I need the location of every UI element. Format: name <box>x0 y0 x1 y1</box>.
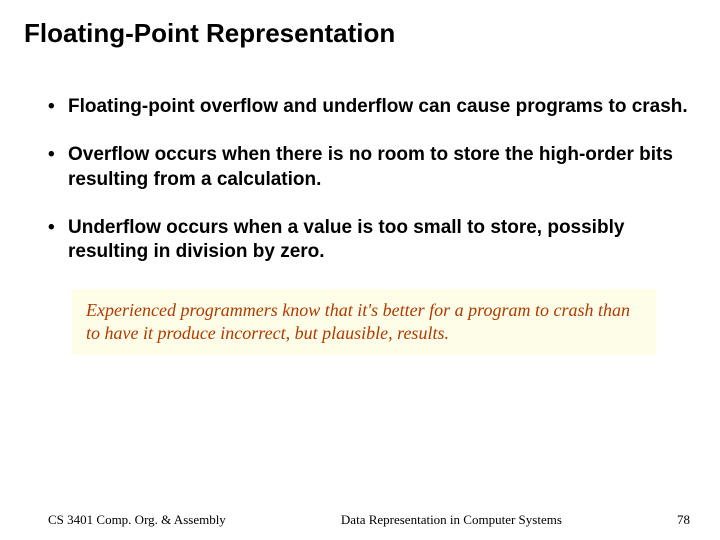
bullet-list: Floating-point overflow and underflow ca… <box>24 95 696 265</box>
footer-subject: Data Representation in Computer Systems <box>226 512 677 528</box>
footer: CS 3401 Comp. Org. & Assembly Data Repre… <box>0 512 720 528</box>
bullet-item: Overflow occurs when there is no room to… <box>48 143 696 192</box>
bullet-item: Floating-point overflow and underflow ca… <box>48 95 696 119</box>
footer-course: CS 3401 Comp. Org. & Assembly <box>0 512 226 528</box>
slide-title: Floating-Point Representation <box>24 18 696 49</box>
footer-page-number: 78 <box>677 512 720 528</box>
bullet-item: Underflow occurs when a value is too sma… <box>48 216 696 265</box>
slide: Floating-Point Representation Floating-p… <box>0 0 720 540</box>
quote-box: Experienced programmers know that it's b… <box>72 289 656 356</box>
